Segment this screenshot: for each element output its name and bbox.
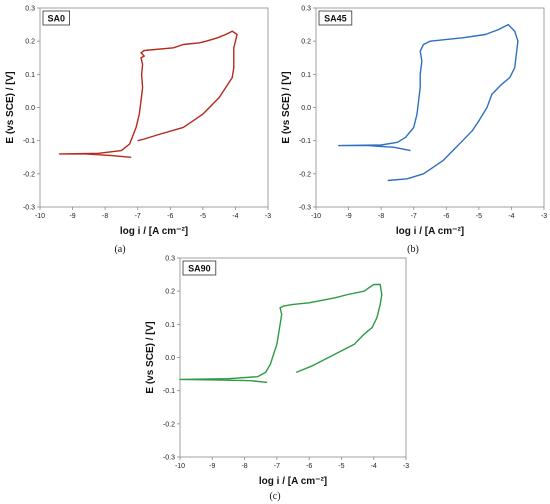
panel-caption: (a): [114, 244, 125, 255]
panel-tag-label: SA0: [48, 14, 66, 24]
x-tick-label: -9: [69, 213, 75, 220]
x-tick-label: -6: [167, 213, 173, 220]
y-tick-label: 0.1: [301, 72, 311, 79]
chart-panel-sa45: -10 -9 -8 -7 -6 -5 -4 -3 -0.3 -0.2 -0.1 0.0 0.1 0.2 0.…: [281, 6, 547, 256]
y-tick-label: -0.2: [299, 171, 311, 178]
x-tick-label: -8: [241, 463, 247, 470]
x-axis-label: log i / [A cm⁻²]: [120, 226, 188, 237]
x-tick-label: -5: [338, 463, 344, 470]
y-tick-label: 0.0: [25, 105, 35, 112]
y-tick-label: -0.1: [299, 138, 311, 145]
x-tick-label: -10: [175, 463, 185, 470]
y-tick-label: 0.2: [25, 39, 35, 46]
panel-tag-box: [318, 10, 353, 26]
plot-frame: [179, 257, 407, 458]
x-axis-label: log i / [A cm⁻²]: [259, 476, 327, 487]
y-tick-label: 0.2: [301, 39, 311, 46]
x-axis-label: log i / [A cm⁻²]: [396, 226, 464, 237]
y-tick-label: -0.3: [299, 205, 311, 212]
y-tick-label: -0.2: [163, 421, 175, 428]
x-tick-label: -4: [371, 463, 377, 470]
plot-frame: [39, 7, 269, 208]
y-tick-label: 0.3: [25, 6, 35, 13]
x-tick-label: -10: [311, 213, 321, 220]
polarization-curve: [338, 23, 519, 182]
y-tick-label: -0.2: [23, 171, 35, 178]
panel-tag-label: SA45: [324, 14, 347, 24]
x-tick-label: -8: [102, 213, 108, 220]
x-tick-label: -5: [200, 213, 206, 220]
x-tick-label: -7: [274, 463, 280, 470]
x-tick-label: -3: [403, 463, 409, 470]
panel-caption: (c): [269, 491, 280, 502]
x-tick-label: -4: [232, 213, 238, 220]
x-tick-label: -5: [476, 213, 482, 220]
panel-tag-box: [42, 10, 71, 26]
y-tick-label: -0.3: [23, 205, 35, 212]
x-tick-label: -6: [306, 463, 312, 470]
x-tick-label: -7: [135, 213, 141, 220]
x-tick-label: -3: [541, 213, 547, 220]
y-tick-label: 0.3: [301, 6, 311, 13]
polarization-curve: [58, 30, 238, 158]
y-tick-label: 0.0: [165, 355, 175, 362]
y-tick-label: 0.1: [165, 322, 175, 329]
chart-panel-sa0: -10 -9 -8 -7 -6 -5 -4 -3 -0.3 -0.2 -0.1 0.0 0.1 0.2 0.…: [5, 6, 271, 256]
y-tick-label: 0.2: [165, 289, 175, 296]
x-tick-label: -3: [265, 213, 271, 220]
y-tick-label: -0.1: [23, 138, 35, 145]
y-tick-label: 0.1: [25, 72, 35, 79]
y-axis-label: E (vs SCE) / [V]: [5, 71, 16, 143]
panel-tag-label: SA90: [188, 264, 211, 274]
y-axis-label: E (vs SCE) / [V]: [145, 321, 156, 393]
chart-panel-sa90: -10 -9 -8 -7 -6 -5 -4 -3 -0.3 -0.2 -0.1 0.0 0.1 0.2 0.…: [145, 256, 409, 503]
y-tick-label: -0.3: [163, 455, 175, 462]
x-tick-label: -7: [411, 213, 417, 220]
y-tick-label: 0.3: [165, 256, 175, 263]
panel-caption: (b): [407, 244, 419, 255]
plot-frame: [315, 7, 545, 208]
x-tick-label: -8: [378, 213, 384, 220]
y-tick-label: 0.0: [301, 105, 311, 112]
x-tick-label: -9: [345, 213, 351, 220]
polarization-curve: [179, 283, 383, 384]
x-tick-label: -9: [209, 463, 215, 470]
x-tick-label: -4: [508, 213, 514, 220]
x-tick-label: -10: [35, 213, 45, 220]
panel-tag-box: [182, 260, 217, 276]
y-axis-label: E (vs SCE) / [V]: [281, 71, 292, 143]
x-tick-label: -6: [443, 213, 449, 220]
y-tick-label: -0.1: [163, 388, 175, 395]
